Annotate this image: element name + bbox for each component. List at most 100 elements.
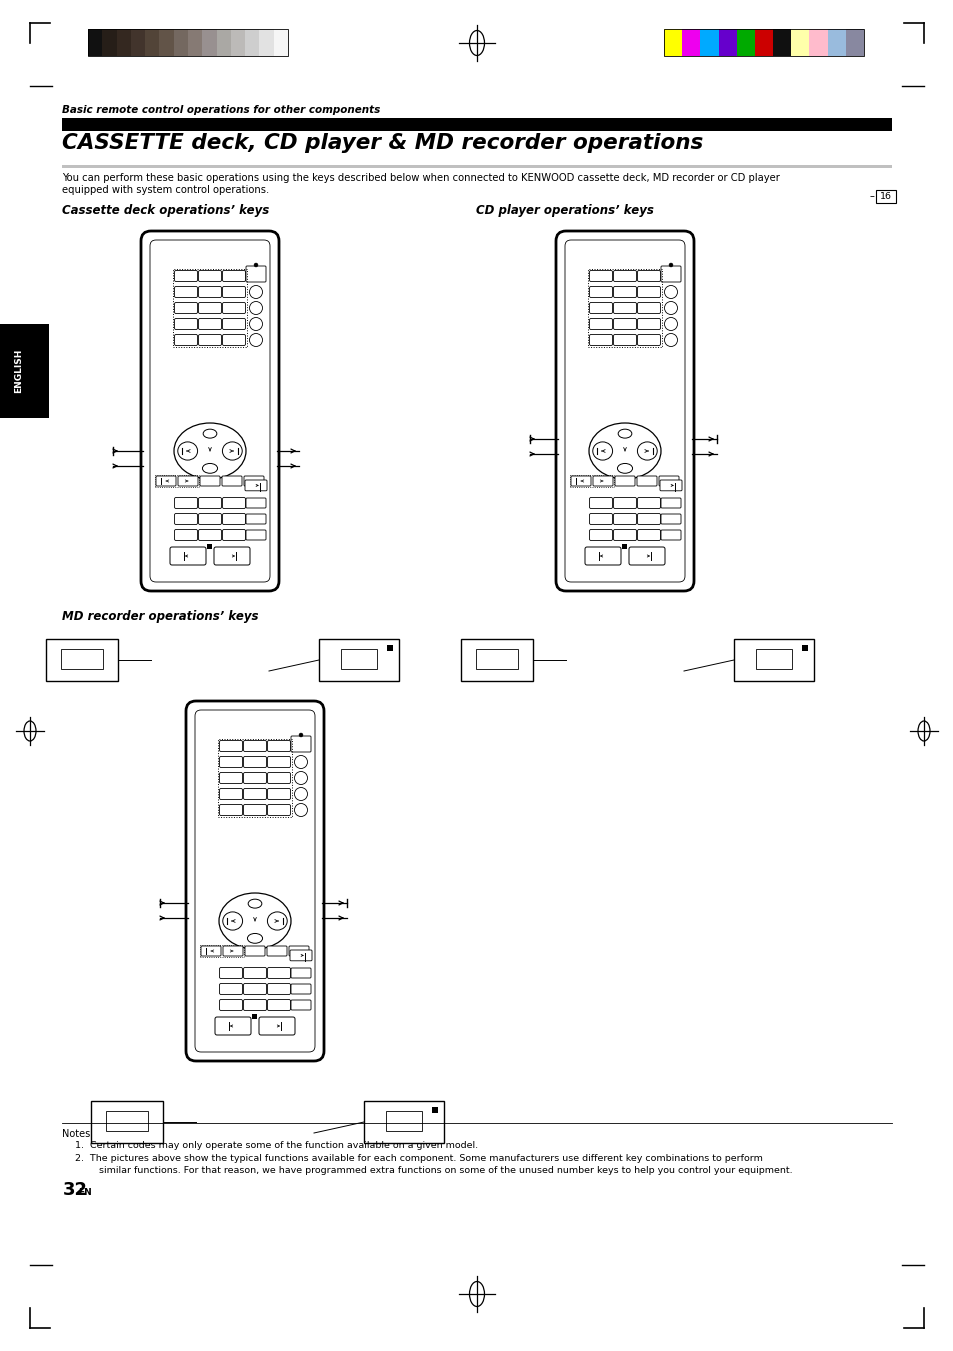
Text: ENGLISH: ENGLISH bbox=[14, 349, 24, 393]
FancyBboxPatch shape bbox=[219, 984, 242, 994]
Bar bbox=[827, 28, 845, 55]
FancyBboxPatch shape bbox=[637, 513, 659, 524]
FancyBboxPatch shape bbox=[174, 513, 197, 524]
FancyBboxPatch shape bbox=[589, 530, 612, 540]
FancyBboxPatch shape bbox=[219, 789, 242, 800]
Circle shape bbox=[664, 285, 677, 299]
FancyBboxPatch shape bbox=[613, 286, 636, 297]
FancyBboxPatch shape bbox=[222, 335, 245, 346]
Ellipse shape bbox=[618, 430, 631, 438]
FancyBboxPatch shape bbox=[613, 513, 636, 524]
FancyBboxPatch shape bbox=[198, 497, 221, 508]
Bar bbox=[102, 28, 117, 55]
Ellipse shape bbox=[222, 442, 242, 461]
FancyBboxPatch shape bbox=[589, 270, 612, 281]
FancyBboxPatch shape bbox=[267, 967, 291, 978]
Circle shape bbox=[250, 334, 262, 346]
Bar bbox=[218, 739, 292, 817]
Circle shape bbox=[664, 301, 677, 315]
Bar bbox=[88, 28, 288, 55]
Text: MD recorder operations’ keys: MD recorder operations’ keys bbox=[62, 611, 258, 623]
FancyBboxPatch shape bbox=[613, 303, 636, 313]
FancyBboxPatch shape bbox=[243, 804, 266, 816]
Circle shape bbox=[668, 263, 672, 267]
FancyBboxPatch shape bbox=[214, 1017, 251, 1035]
FancyBboxPatch shape bbox=[660, 513, 680, 524]
Bar bbox=[131, 28, 145, 55]
FancyBboxPatch shape bbox=[156, 476, 175, 486]
FancyBboxPatch shape bbox=[174, 497, 197, 508]
FancyBboxPatch shape bbox=[637, 319, 659, 330]
FancyBboxPatch shape bbox=[246, 513, 266, 524]
Bar bbox=[245, 28, 259, 55]
Bar bbox=[386, 1111, 421, 1131]
Text: 32: 32 bbox=[63, 1181, 88, 1198]
FancyBboxPatch shape bbox=[613, 270, 636, 281]
Bar bbox=[62, 165, 891, 168]
Bar bbox=[259, 28, 274, 55]
Text: Basic remote control operations for other components: Basic remote control operations for othe… bbox=[62, 105, 380, 115]
Bar bbox=[106, 1111, 148, 1131]
FancyBboxPatch shape bbox=[219, 804, 242, 816]
FancyBboxPatch shape bbox=[637, 335, 659, 346]
Circle shape bbox=[250, 317, 262, 331]
FancyBboxPatch shape bbox=[246, 530, 266, 540]
FancyBboxPatch shape bbox=[198, 319, 221, 330]
Bar bbox=[733, 639, 813, 681]
FancyBboxPatch shape bbox=[290, 950, 312, 961]
FancyBboxPatch shape bbox=[267, 984, 291, 994]
FancyBboxPatch shape bbox=[628, 547, 664, 565]
FancyBboxPatch shape bbox=[613, 319, 636, 330]
Ellipse shape bbox=[173, 423, 246, 480]
FancyBboxPatch shape bbox=[222, 497, 245, 508]
FancyBboxPatch shape bbox=[289, 946, 309, 957]
FancyBboxPatch shape bbox=[267, 946, 287, 957]
Bar bbox=[252, 1015, 256, 1019]
Bar bbox=[274, 28, 288, 55]
Circle shape bbox=[294, 804, 307, 816]
FancyBboxPatch shape bbox=[174, 335, 197, 346]
Bar bbox=[200, 944, 244, 957]
FancyBboxPatch shape bbox=[174, 270, 197, 281]
FancyBboxPatch shape bbox=[194, 711, 314, 1052]
FancyBboxPatch shape bbox=[615, 476, 635, 486]
Circle shape bbox=[298, 734, 303, 738]
FancyBboxPatch shape bbox=[200, 476, 220, 486]
FancyBboxPatch shape bbox=[178, 476, 198, 486]
Bar bbox=[207, 544, 212, 549]
FancyBboxPatch shape bbox=[174, 319, 197, 330]
FancyBboxPatch shape bbox=[589, 335, 612, 346]
Bar bbox=[790, 28, 809, 55]
FancyBboxPatch shape bbox=[198, 286, 221, 297]
FancyBboxPatch shape bbox=[222, 319, 245, 330]
Ellipse shape bbox=[617, 463, 632, 473]
FancyBboxPatch shape bbox=[222, 303, 245, 313]
FancyBboxPatch shape bbox=[246, 266, 266, 282]
Ellipse shape bbox=[248, 900, 261, 908]
Bar bbox=[172, 269, 247, 347]
Bar bbox=[587, 269, 661, 347]
FancyBboxPatch shape bbox=[589, 497, 612, 508]
Ellipse shape bbox=[177, 442, 197, 461]
Bar bbox=[387, 644, 393, 651]
FancyBboxPatch shape bbox=[174, 530, 197, 540]
FancyBboxPatch shape bbox=[243, 967, 266, 978]
Ellipse shape bbox=[203, 430, 216, 438]
Bar bbox=[736, 28, 755, 55]
Bar bbox=[700, 28, 719, 55]
Text: equipped with system control operations.: equipped with system control operations. bbox=[62, 185, 269, 195]
FancyBboxPatch shape bbox=[150, 240, 270, 582]
FancyBboxPatch shape bbox=[267, 804, 291, 816]
FancyBboxPatch shape bbox=[198, 513, 221, 524]
Text: 2.  The pictures above show the typical functions available for each component. : 2. The pictures above show the typical f… bbox=[75, 1154, 762, 1163]
Bar bbox=[173, 28, 188, 55]
FancyBboxPatch shape bbox=[637, 476, 657, 486]
Circle shape bbox=[294, 788, 307, 801]
FancyBboxPatch shape bbox=[170, 547, 206, 565]
Bar bbox=[216, 28, 231, 55]
FancyBboxPatch shape bbox=[267, 773, 291, 784]
Ellipse shape bbox=[202, 463, 217, 473]
FancyBboxPatch shape bbox=[589, 319, 612, 330]
FancyBboxPatch shape bbox=[198, 530, 221, 540]
Text: Notes: Notes bbox=[62, 1129, 91, 1139]
